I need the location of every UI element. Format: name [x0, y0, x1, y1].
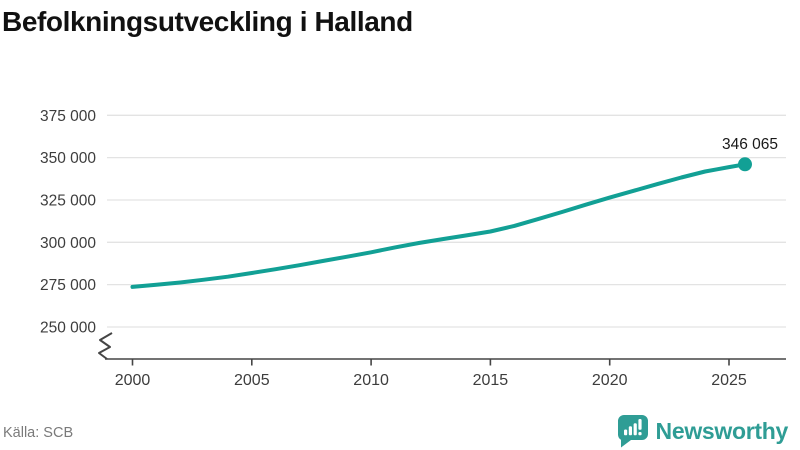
- chart-svg: 250 000 275 000 300 000 325 000 350 000 375 0…: [40, 108, 786, 389]
- x-tick-label: 2025: [711, 372, 747, 389]
- newsworthy-logo: Newsworthy: [617, 413, 788, 449]
- newsworthy-logo-icon: [617, 415, 648, 448]
- chart-title: Befolkningsutveckling i Halland: [2, 6, 413, 37]
- y-tick-label: 325 000: [40, 192, 96, 209]
- newsworthy-logo-wordmark: Newsworthy: [655, 417, 789, 444]
- y-tick-label: 250 000: [40, 320, 96, 337]
- source-label: Källa: SCB: [3, 425, 74, 441]
- population-line: [130, 162, 747, 289]
- latest-point: [737, 157, 752, 172]
- x-tick-label: 2005: [234, 372, 270, 389]
- y-tick-label: 375 000: [40, 108, 96, 125]
- axis-break-icon: [98, 332, 113, 360]
- x-tick-label: 2020: [592, 372, 628, 389]
- latest-value-label: 346 065: [722, 136, 778, 153]
- y-tick-label: 350 000: [40, 150, 96, 167]
- x-tick-label: 2015: [473, 372, 509, 389]
- y-tick-label: 300 000: [40, 235, 96, 252]
- y-tick-label: 275 000: [40, 277, 96, 294]
- x-tick-label: 2000: [115, 372, 151, 389]
- x-tick-label: 2010: [353, 372, 389, 389]
